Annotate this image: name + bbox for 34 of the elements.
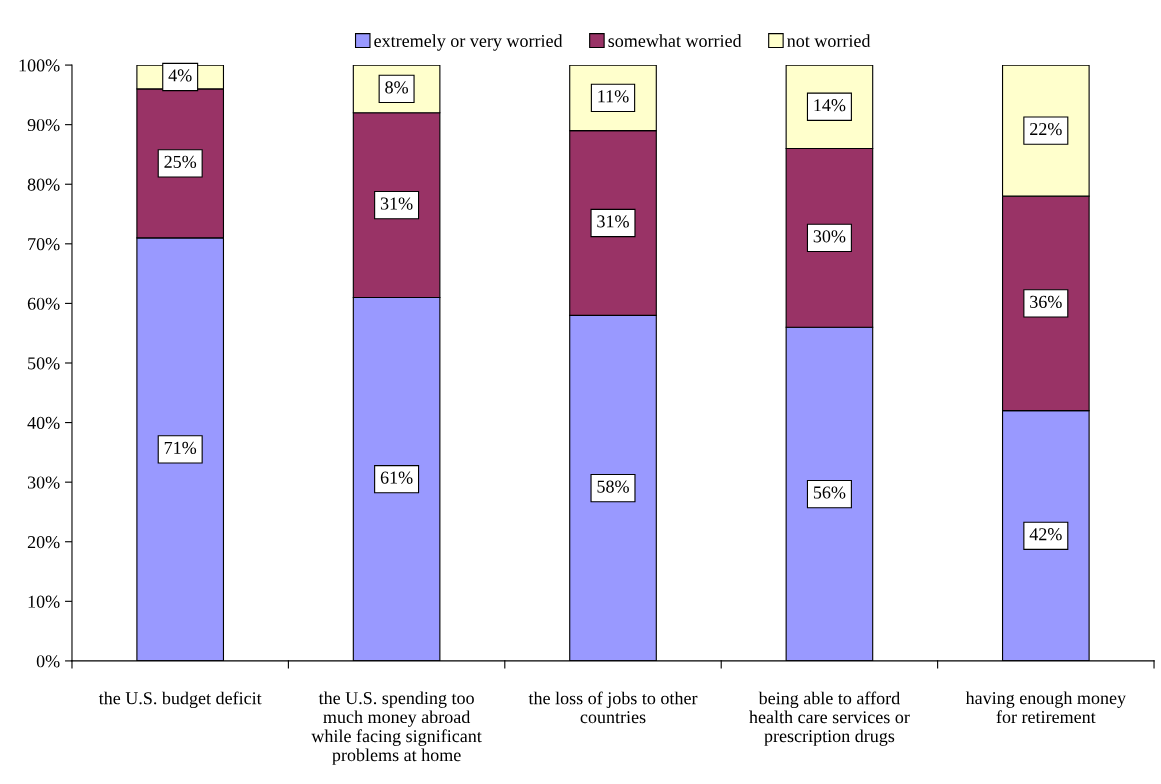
data-label: 31% [597, 215, 629, 228]
data-label: 8% [385, 81, 409, 94]
legend-label: not worried [787, 34, 871, 48]
y-tick-label: 80% [27, 178, 60, 191]
data-label: 30% [813, 230, 846, 243]
legend-label: somewhat worried [608, 34, 742, 48]
data-label: 61% [380, 471, 413, 484]
y-tick-label: 0% [36, 655, 60, 668]
y-tick-label: 50% [28, 357, 60, 370]
data-label: 22% [1030, 122, 1062, 136]
data-label: 31% [380, 197, 413, 210]
y-tick-label: 60% [27, 297, 60, 310]
x-tick-label: being able to afford health care services or prescription drugs [749, 691, 910, 746]
data-label: 71% [164, 441, 197, 454]
data-label: 58% [597, 480, 629, 493]
y-tick-label: 10% [28, 595, 60, 608]
y-tick-label: 20% [27, 536, 60, 549]
data-label: 42% [1029, 528, 1062, 541]
data-label: 25% [164, 155, 197, 168]
data-label: 14% [814, 99, 846, 112]
x-tick-label: the loss of jobs to other countries [528, 691, 698, 724]
data-label: 11% [598, 90, 629, 103]
y-tick-label: 30% [27, 476, 60, 489]
x-tick-label: having enough money for retirement [965, 691, 1126, 724]
y-tick-label: 40% [27, 416, 60, 430]
x-tick-label: the U.S. budget deficit [98, 691, 262, 709]
legend-label: extremely or very worried [374, 34, 563, 51]
data-label: 36% [1030, 295, 1062, 308]
x-tick-label: the U.S. spending too much money abroad while facing significant problems at home [311, 691, 482, 765]
y-tick-label: 100% [19, 59, 60, 72]
y-tick-label: 90% [27, 118, 60, 132]
y-tick-label: 70% [28, 238, 60, 251]
data-label: 4% [168, 69, 192, 82]
data-label: 56% [813, 486, 846, 499]
